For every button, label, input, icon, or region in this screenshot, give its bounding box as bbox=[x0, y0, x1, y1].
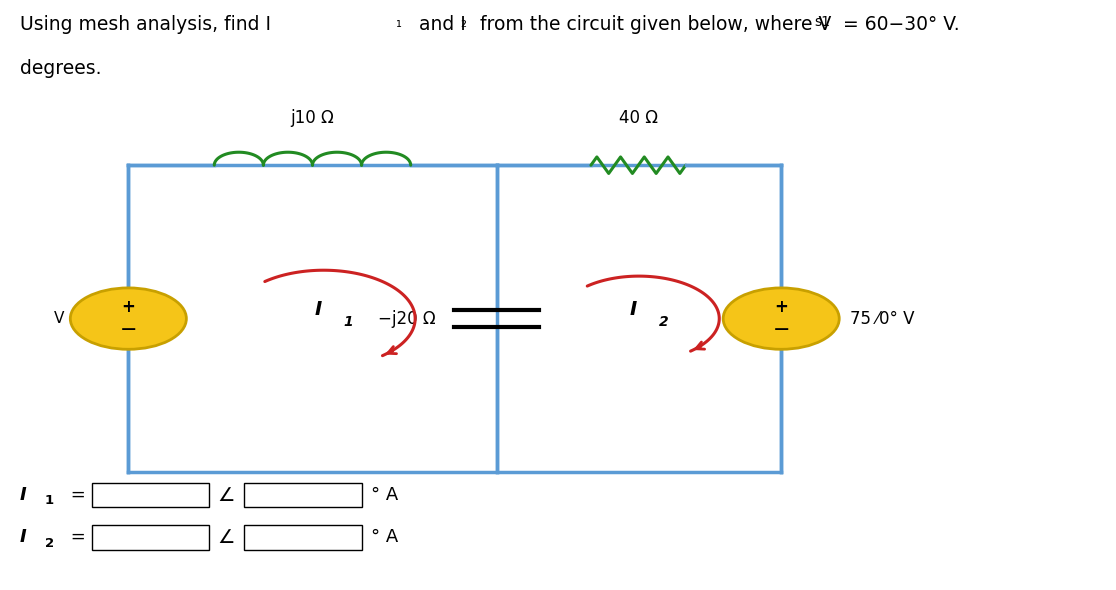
Text: +: + bbox=[122, 298, 135, 316]
Text: = 60−30° V.: = 60−30° V. bbox=[837, 15, 960, 34]
Text: I: I bbox=[20, 486, 27, 504]
Text: ∠: ∠ bbox=[218, 528, 235, 547]
Circle shape bbox=[723, 288, 839, 349]
Text: I: I bbox=[629, 300, 637, 319]
Text: ° A: ° A bbox=[371, 486, 397, 504]
Text: and I: and I bbox=[413, 15, 465, 34]
Text: 1: 1 bbox=[344, 314, 353, 329]
Text: s1: s1 bbox=[815, 15, 830, 29]
Text: I: I bbox=[20, 529, 27, 546]
Text: 2: 2 bbox=[658, 314, 668, 329]
Text: −: − bbox=[119, 320, 137, 340]
Text: from the circuit given below, where V: from the circuit given below, where V bbox=[474, 15, 831, 34]
Text: 75 ⁄0° V: 75 ⁄0° V bbox=[850, 310, 915, 327]
Text: ₂: ₂ bbox=[460, 15, 465, 30]
FancyBboxPatch shape bbox=[92, 525, 209, 550]
Circle shape bbox=[70, 288, 186, 349]
Text: −j20 Ω: −j20 Ω bbox=[377, 310, 435, 327]
Text: −: − bbox=[772, 320, 790, 340]
Text: 1: 1 bbox=[45, 494, 54, 507]
Text: I: I bbox=[315, 300, 321, 319]
Text: 2: 2 bbox=[45, 537, 54, 550]
Text: Using mesh analysis, find I: Using mesh analysis, find I bbox=[20, 15, 271, 34]
Text: degrees.: degrees. bbox=[20, 59, 102, 78]
Text: s1: s1 bbox=[79, 323, 93, 336]
FancyBboxPatch shape bbox=[244, 525, 362, 550]
Text: ∠: ∠ bbox=[218, 486, 235, 504]
Text: 40 Ω: 40 Ω bbox=[619, 109, 657, 127]
Text: V: V bbox=[55, 311, 65, 326]
Text: =: = bbox=[65, 529, 86, 546]
Text: ₁: ₁ bbox=[396, 15, 402, 30]
FancyBboxPatch shape bbox=[244, 483, 362, 507]
Text: ° A: ° A bbox=[371, 529, 397, 546]
Text: =: = bbox=[65, 486, 86, 504]
Text: j10 Ω: j10 Ω bbox=[290, 109, 335, 127]
Text: +: + bbox=[775, 298, 788, 316]
FancyBboxPatch shape bbox=[92, 483, 209, 507]
